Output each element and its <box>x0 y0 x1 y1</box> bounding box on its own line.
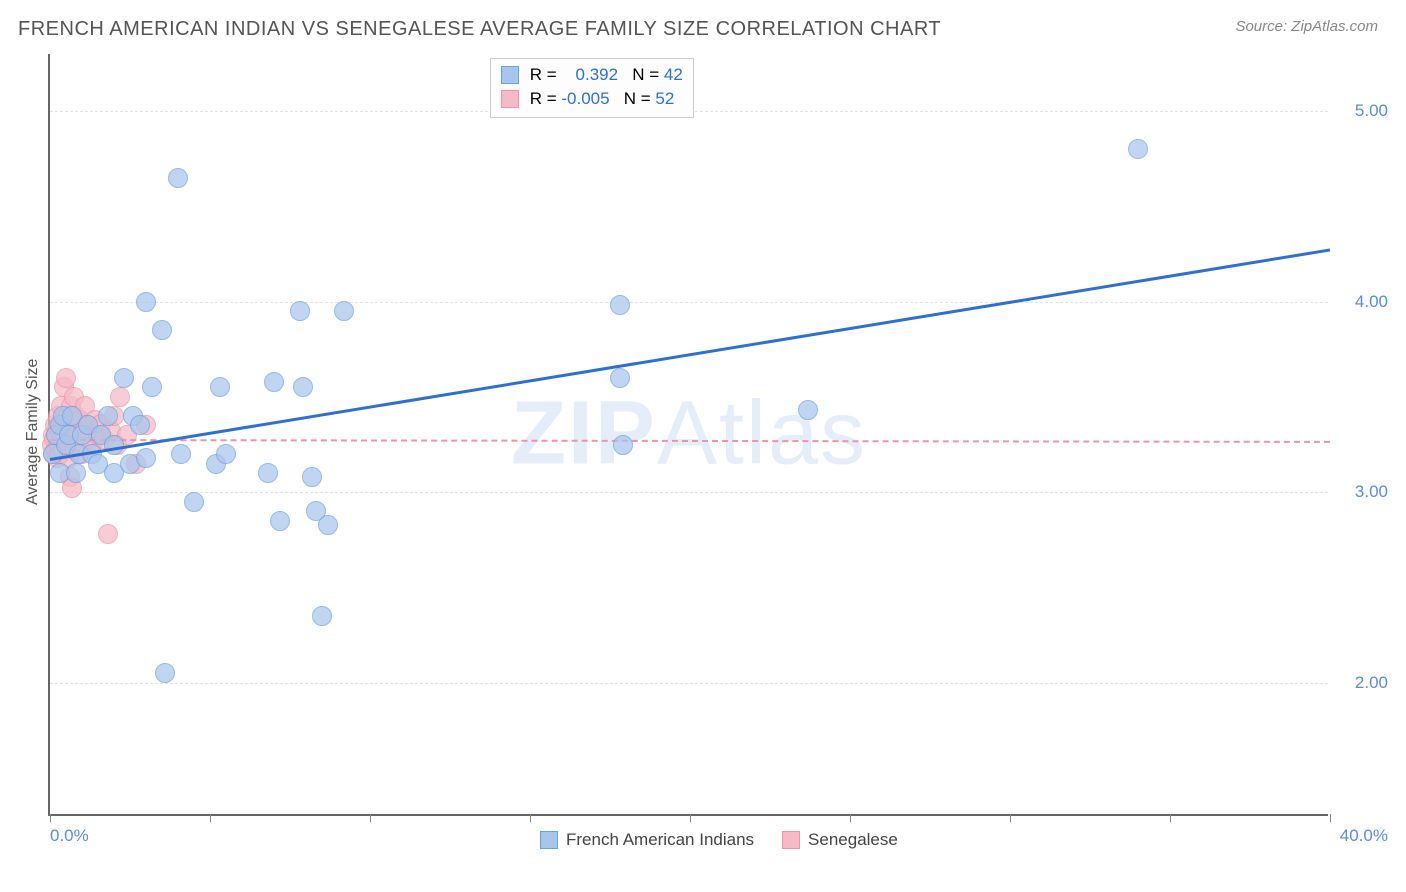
x-tick <box>690 814 691 822</box>
blue-point <box>798 400 818 420</box>
grid-line <box>50 302 1328 303</box>
pink-swatch-icon <box>501 90 519 108</box>
blue-point <box>168 168 188 188</box>
y-tick-label: 2.00 <box>1355 673 1388 693</box>
blue-point <box>98 406 118 426</box>
pink-point <box>56 368 76 388</box>
x-tick <box>1170 814 1171 822</box>
blue-legend-swatch-icon <box>540 831 558 849</box>
blue-point <box>264 372 284 392</box>
legend-item-blue: French American Indians <box>540 830 754 850</box>
y-tick-label: 4.00 <box>1355 292 1388 312</box>
x-tick <box>530 814 531 822</box>
chart-container: FRENCH AMERICAN INDIAN VS SENEGALESE AVE… <box>0 0 1406 892</box>
stats-text: R = 0.392 N = 42 <box>525 63 683 87</box>
x-tick <box>1010 814 1011 822</box>
plot-area: ZIPAtlas 2.003.004.005.000.0%40.0% R = 0… <box>48 54 1328 816</box>
x-label-left: 0.0% <box>50 826 89 846</box>
blue-point <box>290 301 310 321</box>
x-tick <box>1330 814 1331 822</box>
blue-point <box>334 301 354 321</box>
y-axis-title: Average Family Size <box>24 359 42 505</box>
blue-point <box>142 377 162 397</box>
blue-point <box>171 444 191 464</box>
title-bar: FRENCH AMERICAN INDIAN VS SENEGALESE AVE… <box>0 0 1406 41</box>
x-label-right: 40.0% <box>1340 826 1388 846</box>
blue-trend-line <box>50 248 1330 461</box>
legend-label: Senegalese <box>808 830 898 850</box>
grid-line <box>50 492 1328 493</box>
blue-point <box>184 492 204 512</box>
blue-point <box>130 415 150 435</box>
y-tick-label: 3.00 <box>1355 482 1388 502</box>
stats-row-blue: R = 0.392 N = 42 <box>501 63 683 87</box>
pink-legend-swatch-icon <box>782 831 800 849</box>
legend-item-pink: Senegalese <box>782 830 898 850</box>
blue-point <box>210 377 230 397</box>
y-tick-label: 5.00 <box>1355 101 1388 121</box>
watermark-rest: Atlas <box>657 384 867 484</box>
blue-point <box>312 606 332 626</box>
pink-trend-line <box>50 439 1330 443</box>
blue-point <box>293 377 313 397</box>
stats-row-pink: R = -0.005 N = 52 <box>501 87 683 111</box>
blue-point <box>114 368 134 388</box>
blue-point <box>302 467 322 487</box>
stats-text: R = -0.005 N = 52 <box>525 87 674 111</box>
blue-point <box>136 292 156 312</box>
blue-point <box>318 515 338 535</box>
pink-point <box>98 524 118 544</box>
blue-swatch-icon <box>501 66 519 84</box>
blue-point <box>1128 139 1148 159</box>
chart-title: FRENCH AMERICAN INDIAN VS SENEGALESE AVE… <box>18 18 941 41</box>
blue-point <box>613 435 633 455</box>
blue-point <box>152 320 172 340</box>
blue-point <box>270 511 290 531</box>
pink-point <box>110 387 130 407</box>
blue-point <box>610 295 630 315</box>
stats-box: R = 0.392 N = 42 R = -0.005 N = 52 <box>490 58 694 118</box>
watermark: ZIPAtlas <box>511 383 867 486</box>
watermark-bold: ZIP <box>511 384 657 484</box>
x-tick <box>50 814 51 822</box>
legend-label: French American Indians <box>566 830 754 850</box>
grid-line <box>50 683 1328 684</box>
blue-point <box>610 368 630 388</box>
blue-point <box>155 663 175 683</box>
blue-point <box>136 448 156 468</box>
source-label: Source: ZipAtlas.com <box>1235 18 1378 35</box>
x-tick <box>210 814 211 822</box>
blue-point <box>216 444 236 464</box>
blue-point <box>258 463 278 483</box>
legend: French American Indians Senegalese <box>540 830 898 850</box>
x-tick <box>370 814 371 822</box>
x-tick <box>850 814 851 822</box>
blue-point <box>66 463 86 483</box>
